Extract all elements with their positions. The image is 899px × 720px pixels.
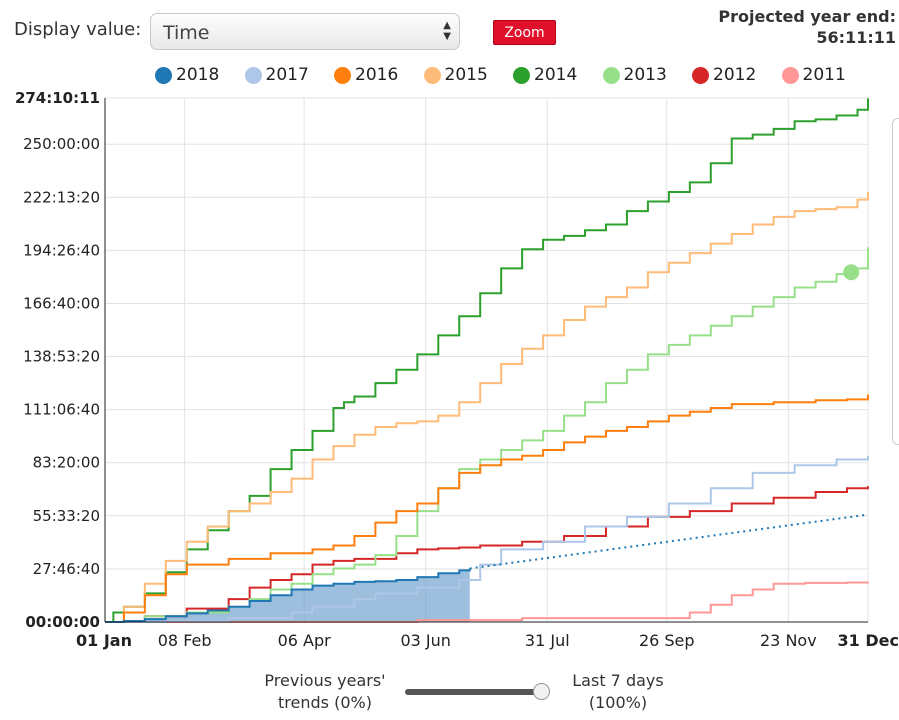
y-tick-label: 27:46:40 bbox=[33, 560, 100, 578]
slider-right-line1: Last 7 days bbox=[572, 671, 664, 690]
x-tick-label: 31 Dec bbox=[838, 631, 899, 650]
legend-item-2018[interactable]: 2018 bbox=[155, 62, 219, 88]
trend-slider-area: Previous years' trends (0%) Last 7 days … bbox=[0, 666, 899, 720]
legend-item-2011[interactable]: 2011 bbox=[781, 62, 846, 88]
slider-left-line1: Previous years' bbox=[264, 671, 386, 690]
x-tick-label: 08 Feb bbox=[158, 631, 212, 650]
series-line-2011 bbox=[105, 581, 869, 623]
legend-swatch bbox=[155, 66, 172, 84]
legend-item-2015[interactable]: 2015 bbox=[423, 62, 488, 88]
y-tick-label: 250:00:00 bbox=[23, 135, 100, 153]
y-tick-label: 00:00:00 bbox=[25, 613, 100, 631]
legend-swatch bbox=[513, 66, 530, 84]
zoom-button[interactable]: Zoom bbox=[493, 20, 556, 45]
slider-left-label: Previous years' trends (0%) bbox=[255, 670, 395, 714]
legend-item-2014[interactable]: 2014 bbox=[513, 62, 577, 88]
x-tick-label: 26 Sep bbox=[639, 631, 695, 650]
projected-year-end-label: Projected year end: bbox=[718, 7, 896, 26]
legend-swatch bbox=[423, 66, 441, 84]
legend-swatch bbox=[334, 66, 351, 84]
projected-year-end-value: 56:11:11 bbox=[816, 28, 896, 47]
legend-swatch bbox=[244, 66, 262, 84]
projected-year-end: Projected year end: 56:11:11 bbox=[718, 6, 896, 48]
slider-right-label: Last 7 days (100%) bbox=[548, 670, 688, 714]
legend-label: 2011 bbox=[802, 65, 846, 85]
hover-marker bbox=[843, 264, 860, 281]
series-line-2012 bbox=[105, 486, 869, 623]
legend-swatch bbox=[602, 66, 620, 84]
y-tick-label: 138:53:20 bbox=[23, 348, 100, 366]
updown-arrows-icon: ▲ ▼ bbox=[443, 20, 451, 42]
projection-line-2018 bbox=[469, 513, 869, 570]
x-tick-label: 03 Jun bbox=[400, 631, 450, 650]
y-tick-label: 111:06:40 bbox=[23, 401, 100, 419]
x-tick-label: 23 Nov bbox=[760, 631, 817, 650]
series-line-2018 bbox=[105, 568, 471, 623]
display-value-select[interactable]: Time ▲ ▼ bbox=[150, 13, 460, 50]
trend-slider-track[interactable] bbox=[405, 689, 550, 695]
x-axis: 01 Jan 08 Feb 06 Apr 03 Jun 31 Jul 26 Sep 23 N… bbox=[76, 621, 899, 650]
legend-label: 2018 bbox=[176, 65, 220, 85]
chart-legend: 2018 2017 2016 2015 2014 2013 2012 2011 bbox=[0, 62, 899, 88]
x-tick-label: 06 Apr bbox=[278, 631, 332, 650]
y-tick-label: 166:40:00 bbox=[23, 294, 100, 312]
series-line-2017 bbox=[105, 455, 869, 623]
series-line-2014 bbox=[105, 98, 869, 623]
trend-slider-handle[interactable] bbox=[533, 683, 550, 700]
y-tick-label: 222:13:20 bbox=[23, 188, 100, 206]
legend-item-2013[interactable]: 2013 bbox=[602, 62, 667, 88]
legend-item-2016[interactable]: 2016 bbox=[334, 62, 398, 88]
series-line-2016 bbox=[105, 394, 869, 623]
x-tick-label: 31 Jul bbox=[525, 631, 570, 650]
legend-item-2012[interactable]: 2012 bbox=[692, 62, 756, 88]
chart-grid bbox=[104, 97, 869, 623]
legend-label: 2013 bbox=[623, 65, 667, 85]
legend-item-2017[interactable]: 2017 bbox=[244, 62, 309, 88]
side-panel-tab[interactable] bbox=[892, 118, 899, 445]
display-value-selected: Time bbox=[163, 22, 210, 44]
legend-label: 2012 bbox=[713, 65, 757, 85]
legend-label: 2017 bbox=[265, 65, 309, 85]
chart-lines bbox=[105, 98, 869, 623]
legend-label: 2014 bbox=[534, 65, 578, 85]
legend-swatch bbox=[692, 66, 709, 84]
top-toolbar: Display value: Time ▲ ▼ Zoom Projected ye… bbox=[0, 0, 899, 60]
slider-left-line2: trends (0%) bbox=[278, 693, 372, 712]
y-tick-label: 83:20:00 bbox=[33, 454, 100, 472]
legend-swatch bbox=[781, 66, 799, 84]
slider-right-line2: (100%) bbox=[588, 693, 648, 712]
y-tick-label: 194:26:40 bbox=[23, 241, 100, 259]
y-tick-label: 274:10:11 bbox=[15, 89, 100, 107]
x-tick-label: 01 Jan bbox=[76, 631, 132, 650]
display-value-label: Display value: bbox=[14, 19, 142, 40]
cumulative-time-chart: 00:00:00 27:46:40 55:33:20 83:20:00 111:06:4… bbox=[15, 89, 899, 650]
legend-label: 2016 bbox=[355, 65, 399, 85]
legend-label: 2015 bbox=[444, 65, 488, 85]
y-tick-label: 55:33:20 bbox=[33, 507, 100, 525]
series-line-2015 bbox=[105, 191, 869, 623]
y-axis: 00:00:00 27:46:40 55:33:20 83:20:00 111:06:4… bbox=[15, 89, 106, 631]
series-line-2013 bbox=[105, 247, 869, 623]
chart-markers bbox=[843, 264, 860, 281]
